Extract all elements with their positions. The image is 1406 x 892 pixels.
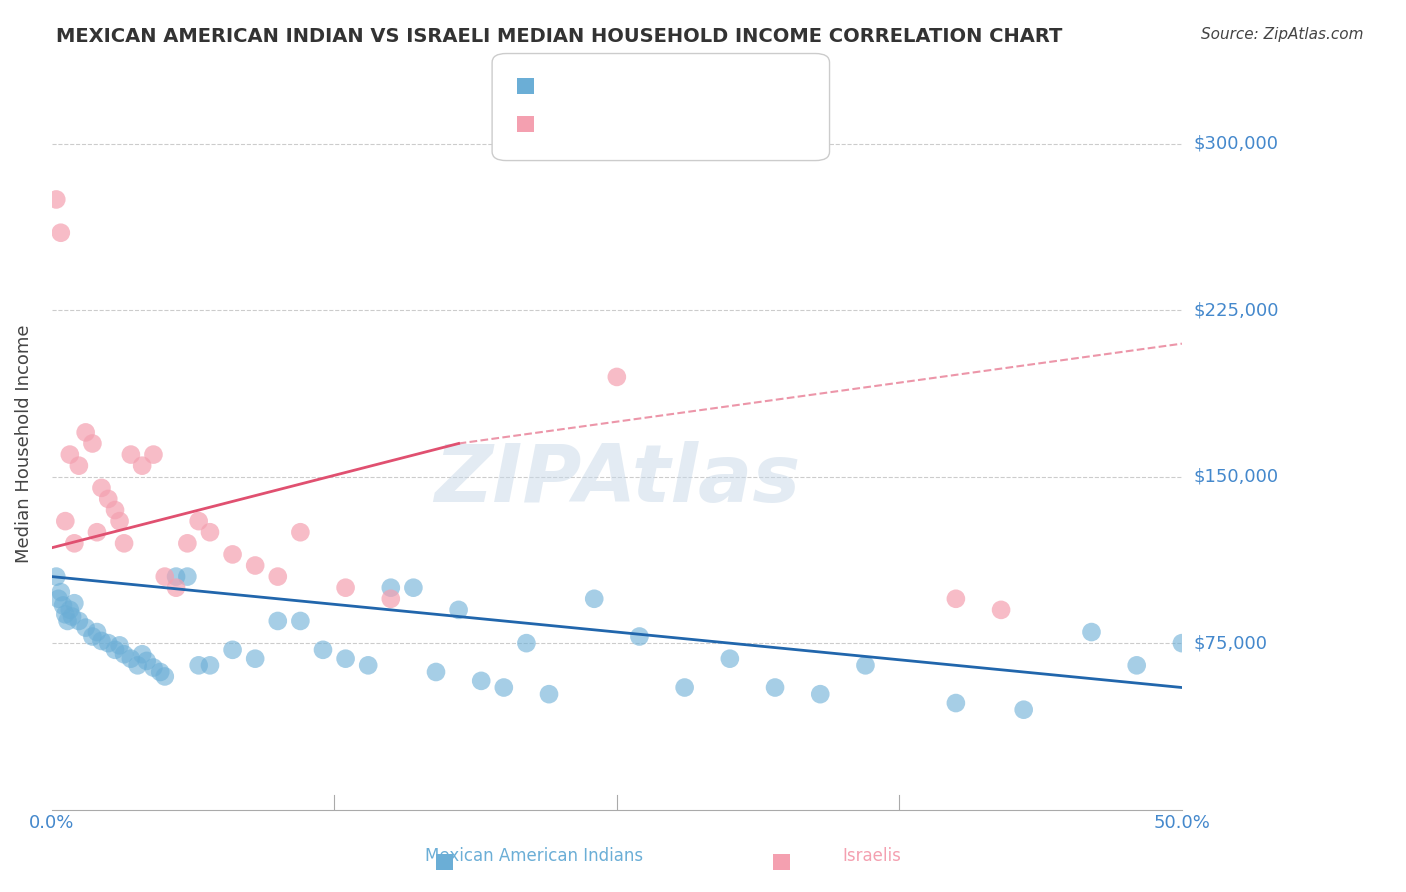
Point xyxy=(176,536,198,550)
Point xyxy=(90,634,112,648)
Point xyxy=(808,687,831,701)
Point xyxy=(583,591,606,606)
Point xyxy=(49,585,72,599)
Point xyxy=(142,660,165,674)
Point xyxy=(673,681,696,695)
Point xyxy=(470,673,492,688)
Point xyxy=(267,569,290,583)
Point xyxy=(221,548,243,562)
Point xyxy=(537,687,560,701)
Point xyxy=(120,448,142,462)
Point xyxy=(112,647,135,661)
Point xyxy=(312,642,335,657)
Point xyxy=(86,625,108,640)
Point xyxy=(357,658,380,673)
Point xyxy=(990,603,1012,617)
Point xyxy=(63,596,86,610)
Point xyxy=(52,599,75,613)
Point xyxy=(243,651,266,665)
Point xyxy=(187,658,209,673)
Point xyxy=(447,603,470,617)
Point xyxy=(149,665,172,679)
Point xyxy=(112,536,135,550)
Point xyxy=(1080,625,1102,640)
Point xyxy=(492,681,515,695)
Point xyxy=(290,525,312,540)
Point xyxy=(60,609,83,624)
Point xyxy=(56,614,79,628)
Point xyxy=(221,642,243,657)
Text: $75,000: $75,000 xyxy=(1194,634,1267,652)
Point xyxy=(1125,658,1147,673)
Point xyxy=(718,651,741,665)
Point xyxy=(108,639,131,653)
Point xyxy=(63,536,86,550)
Point xyxy=(90,481,112,495)
Point xyxy=(53,607,76,622)
Point xyxy=(380,591,402,606)
Point xyxy=(153,569,176,583)
Point xyxy=(165,569,187,583)
Point xyxy=(153,669,176,683)
Point xyxy=(402,581,425,595)
Point xyxy=(53,514,76,528)
Point xyxy=(59,448,82,462)
Text: $150,000: $150,000 xyxy=(1194,467,1278,486)
Text: R = -0.327   N = 56: R = -0.327 N = 56 xyxy=(527,76,690,94)
Point xyxy=(628,630,651,644)
Point xyxy=(97,636,120,650)
Y-axis label: Median Household Income: Median Household Income xyxy=(15,324,32,563)
Point xyxy=(243,558,266,573)
Point xyxy=(104,642,127,657)
Text: $225,000: $225,000 xyxy=(1194,301,1278,319)
Point xyxy=(335,581,357,595)
Point xyxy=(606,370,628,384)
Point xyxy=(104,503,127,517)
Text: $300,000: $300,000 xyxy=(1194,135,1278,153)
Point xyxy=(48,591,70,606)
Point xyxy=(75,425,97,440)
Point xyxy=(67,458,90,473)
Text: Mexican American Indians: Mexican American Indians xyxy=(425,847,644,865)
Point xyxy=(267,614,290,628)
Point xyxy=(59,603,82,617)
Point xyxy=(335,651,357,665)
Point xyxy=(1012,703,1035,717)
Point xyxy=(176,569,198,583)
Point xyxy=(945,591,967,606)
Point xyxy=(82,436,104,450)
Point xyxy=(198,525,221,540)
Point xyxy=(945,696,967,710)
Point xyxy=(380,581,402,595)
Point xyxy=(97,491,120,506)
Point xyxy=(425,665,447,679)
Point xyxy=(198,658,221,673)
Point xyxy=(127,658,149,673)
Point xyxy=(67,614,90,628)
Point xyxy=(120,651,142,665)
Point xyxy=(290,614,312,628)
Point xyxy=(855,658,877,673)
Point xyxy=(82,630,104,644)
Point xyxy=(1171,636,1194,650)
Text: ZIPAtlas: ZIPAtlas xyxy=(433,442,800,519)
Point xyxy=(75,621,97,635)
Point xyxy=(515,636,537,650)
Point xyxy=(135,654,157,668)
Point xyxy=(49,226,72,240)
Text: R =  0.252   N = 31: R = 0.252 N = 31 xyxy=(527,114,690,132)
Point xyxy=(165,581,187,595)
Point xyxy=(45,193,67,207)
Text: MEXICAN AMERICAN INDIAN VS ISRAELI MEDIAN HOUSEHOLD INCOME CORRELATION CHART: MEXICAN AMERICAN INDIAN VS ISRAELI MEDIA… xyxy=(56,27,1063,45)
Point xyxy=(131,458,153,473)
Text: Source: ZipAtlas.com: Source: ZipAtlas.com xyxy=(1201,27,1364,42)
Point xyxy=(142,448,165,462)
Point xyxy=(108,514,131,528)
Point xyxy=(187,514,209,528)
Point xyxy=(131,647,153,661)
Point xyxy=(45,569,67,583)
Text: Israelis: Israelis xyxy=(842,847,901,865)
Point xyxy=(86,525,108,540)
Point xyxy=(763,681,786,695)
